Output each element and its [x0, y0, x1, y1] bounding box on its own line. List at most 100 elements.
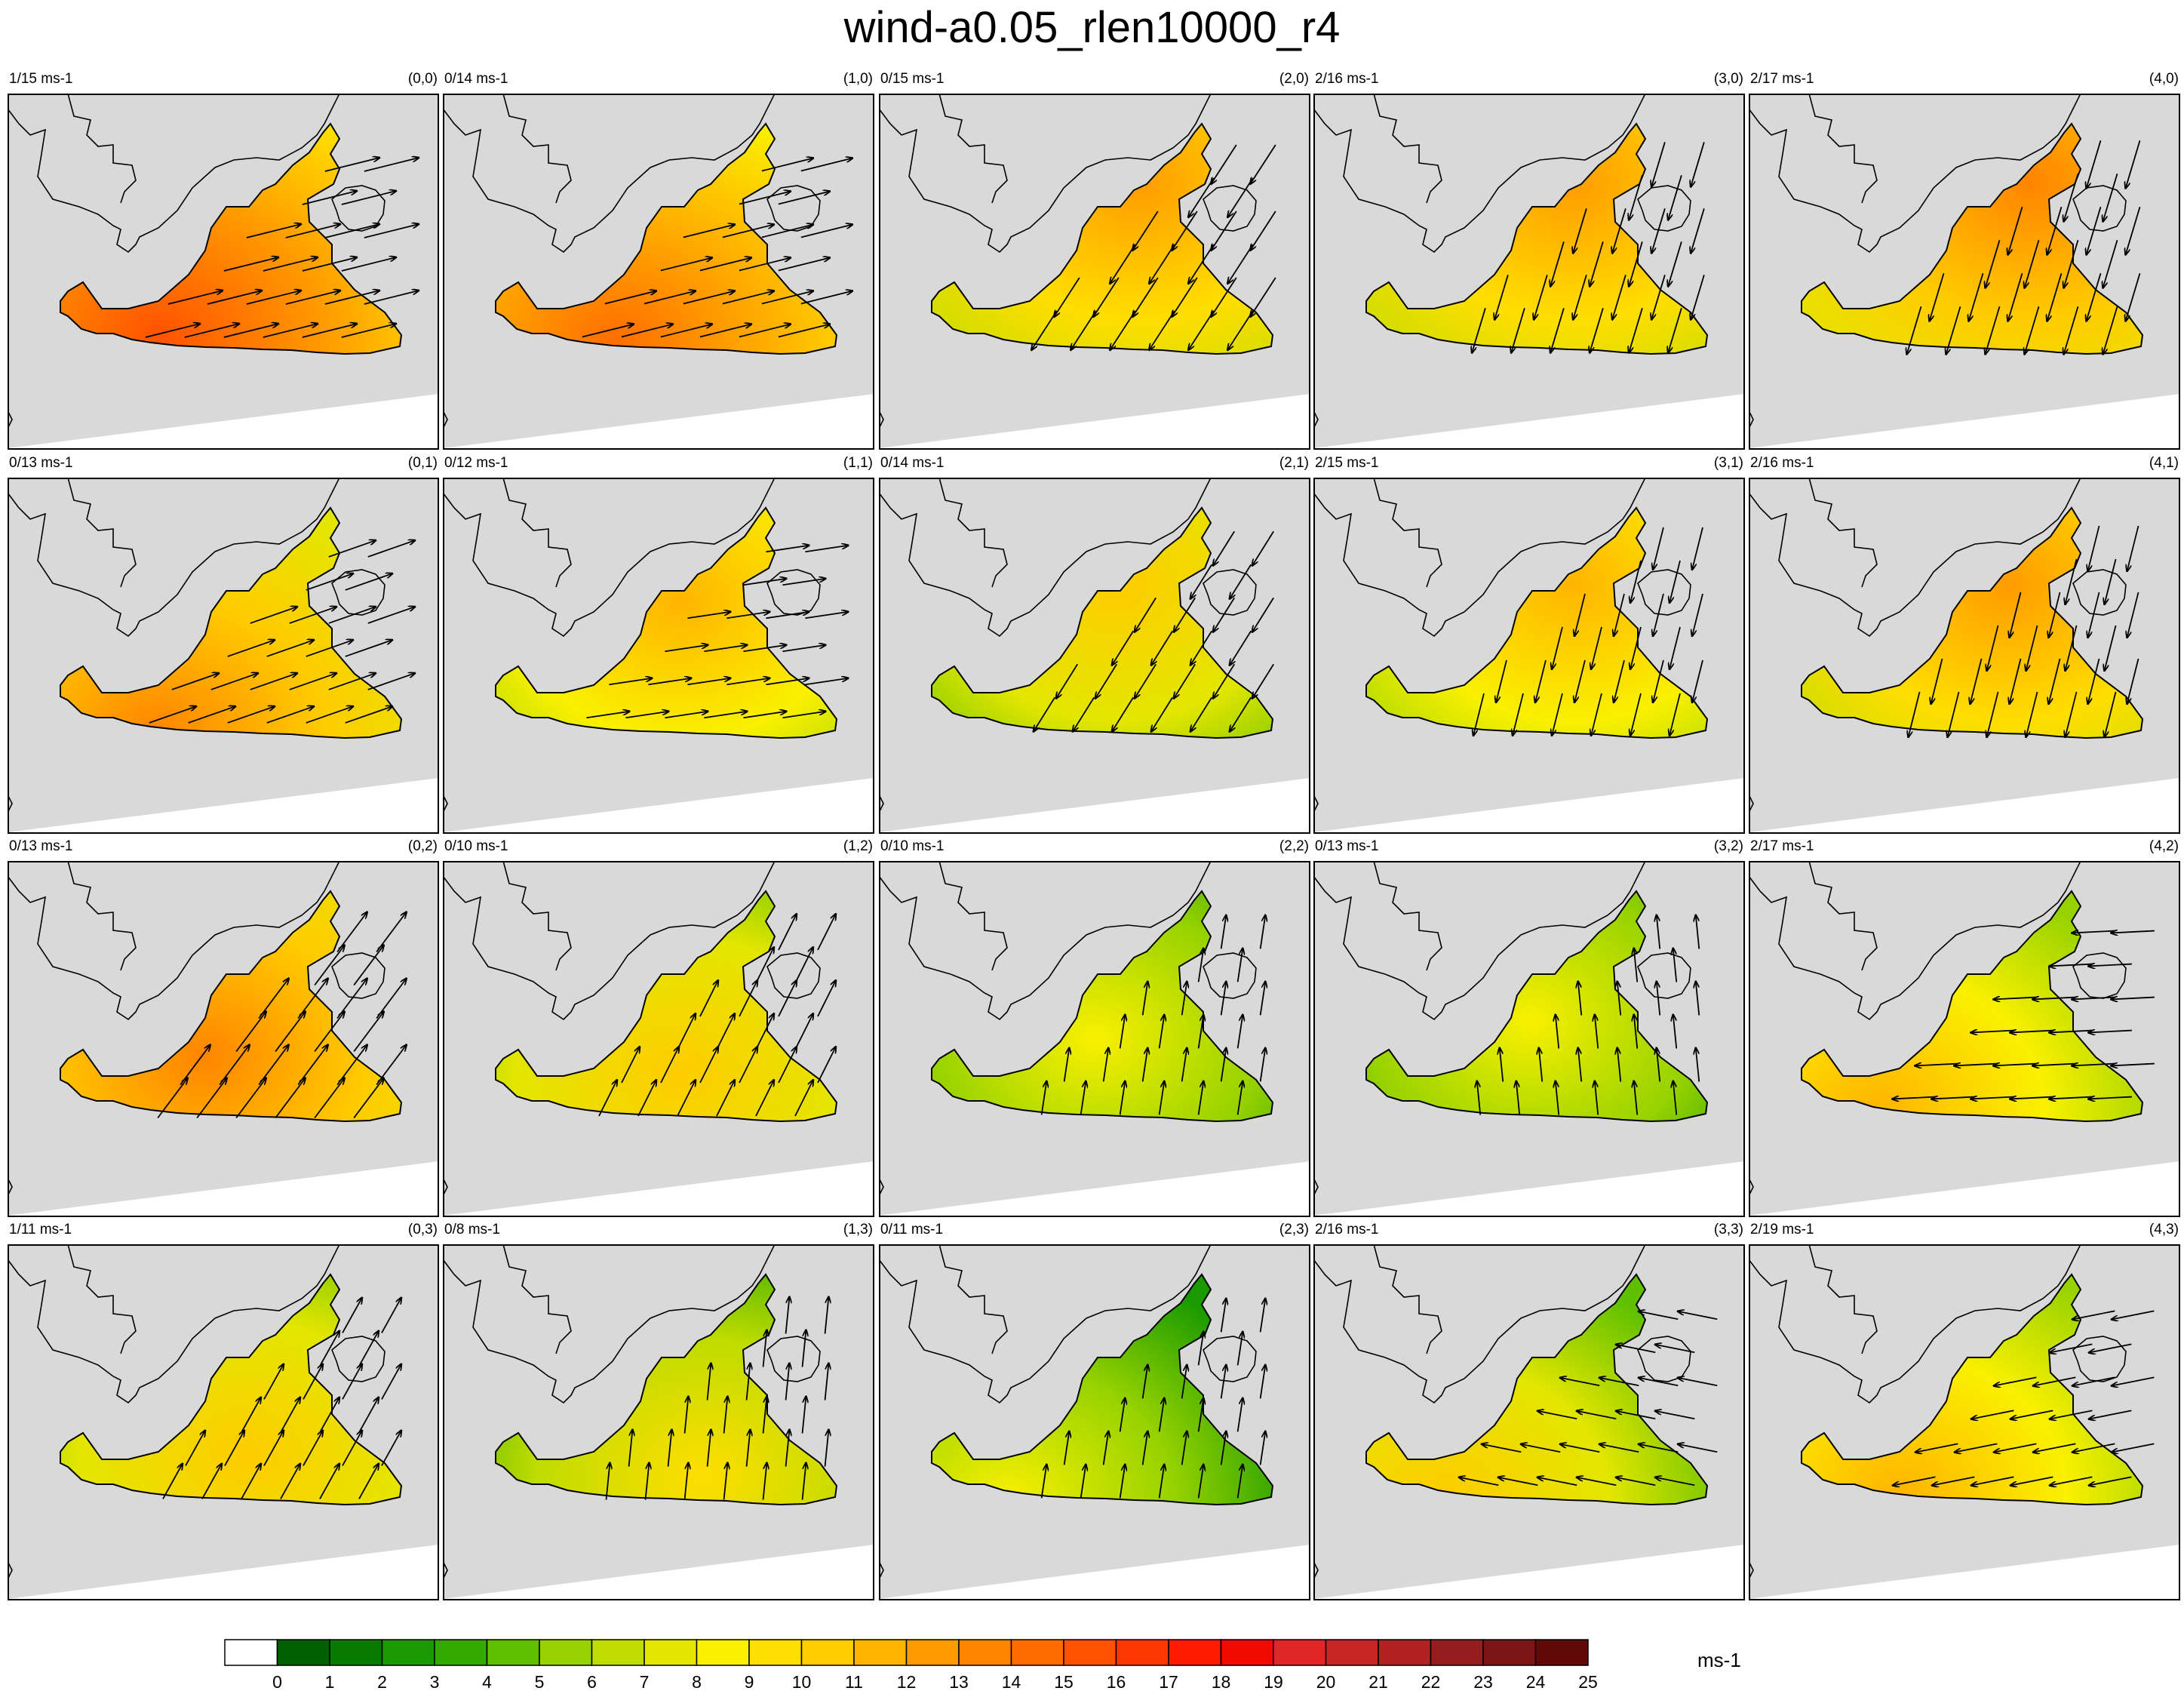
wind-vector	[805, 678, 848, 686]
panel-map	[1749, 1244, 2180, 1600]
wind-vector	[800, 224, 852, 238]
void-area	[1313, 778, 1745, 834]
wind-vector	[180, 1045, 210, 1086]
wind-vector	[1250, 144, 1276, 184]
map-panel: 0/13 ms-1 (3,2)	[1313, 838, 1745, 1217]
wind-vector	[263, 257, 318, 272]
colorbar-box	[958, 1639, 1012, 1666]
wind-vector	[687, 612, 730, 619]
colorbar-box	[1010, 1639, 1064, 1666]
wind-vector	[1213, 597, 1235, 632]
wind-vector	[1908, 691, 1921, 737]
wind-vector	[302, 191, 357, 205]
wind-vector	[1673, 948, 1678, 982]
wind-vector	[1197, 1465, 1204, 1499]
colorbar-tick-label: 2	[377, 1672, 387, 1692]
wind-vector	[1691, 208, 1705, 253]
colorbar-tick-label: 19	[1264, 1672, 1283, 1692]
wind-vector	[644, 1462, 650, 1500]
wind-vector	[628, 1429, 633, 1467]
coastline	[1808, 861, 1878, 971]
wind-vector	[2007, 207, 2023, 254]
void-area	[1749, 778, 2180, 834]
sea-outline	[1801, 1273, 2144, 1506]
colorbar-box	[1534, 1639, 1589, 1666]
wind-vector	[745, 1363, 751, 1400]
wind-vector	[1651, 142, 1666, 186]
wind-vector	[1211, 211, 1237, 251]
wind-vector	[1577, 1477, 1617, 1486]
wind-vector	[1063, 1431, 1070, 1465]
wind-vector	[1986, 691, 1999, 737]
wind-vector	[1498, 1477, 1538, 1486]
wind-vector	[303, 1364, 323, 1400]
wind-vector	[1188, 244, 1215, 284]
wind-vector	[2086, 140, 2102, 188]
wind-vector	[2087, 658, 2100, 704]
island-outline	[331, 185, 386, 232]
colorbar-tick-label: 7	[640, 1672, 650, 1692]
wind-vector	[2087, 592, 2100, 638]
void-area	[8, 394, 439, 450]
panel-map	[879, 94, 1310, 450]
coastline	[938, 94, 1008, 204]
panel-index-label: (3,3)	[1713, 1222, 1743, 1237]
wind-vector	[1630, 626, 1642, 669]
wind-vector	[743, 645, 786, 653]
map-panel: 0/10 ms-1 (1,2)	[443, 838, 874, 1217]
wind-vector	[1560, 1444, 1600, 1453]
wind-vector	[1971, 1410, 2014, 1419]
wind-vector	[280, 1464, 300, 1499]
wind-vector	[149, 706, 196, 724]
coastline	[1749, 861, 2081, 1021]
wind-vector	[1968, 273, 1984, 321]
island-outline	[331, 952, 386, 999]
colorbar-tick-label: 1	[325, 1672, 335, 1692]
sea-outline	[931, 890, 1274, 1123]
wind-vector	[367, 607, 415, 624]
wind-vector	[1590, 241, 1604, 286]
panel-frame	[8, 861, 439, 1217]
wind-vector	[1220, 1431, 1227, 1465]
wind-vector	[1629, 241, 1643, 286]
wind-vector	[683, 291, 735, 305]
wind-vector	[1954, 1064, 1998, 1066]
wind-vector	[1213, 663, 1235, 698]
panel-index-label: (4,2)	[2149, 838, 2179, 854]
panel-frame	[879, 1244, 1310, 1600]
wind-vector	[376, 912, 407, 953]
wind-vector	[1574, 659, 1586, 703]
wind-vector	[706, 1429, 711, 1467]
coastline	[502, 1244, 572, 1354]
wind-vector	[1119, 1015, 1126, 1049]
wind-vector	[677, 1013, 696, 1050]
wind-vector	[1655, 1477, 1695, 1486]
wind-vector	[1259, 982, 1266, 1016]
wind-vector	[188, 706, 235, 724]
panel-map	[1749, 94, 2180, 450]
wind-vector	[1236, 1465, 1243, 1499]
colorbar-tick-label: 13	[949, 1672, 969, 1692]
panel-frame	[1313, 478, 1745, 834]
wind-vector	[1692, 659, 1703, 703]
wind-vector	[1252, 597, 1274, 632]
wind-vector	[1985, 240, 2001, 287]
wind-vector	[302, 257, 357, 272]
wind-vector	[1986, 625, 1999, 671]
map-panel: 2/19 ms-1 (4,3)	[1749, 1222, 2180, 1600]
wind-vector	[1539, 1048, 1544, 1082]
wind-vector	[210, 673, 258, 690]
panel-range-label: 0/13 ms-1	[9, 455, 73, 471]
coastline	[502, 861, 572, 971]
wind-vector	[1190, 564, 1212, 598]
wind-vector	[660, 257, 712, 272]
wind-vector	[1172, 277, 1198, 317]
wind-vector	[2032, 998, 2076, 1000]
map-panel: 0/14 ms-1 (1,0)	[443, 71, 874, 450]
wind-vector	[699, 324, 751, 338]
colorbar-box	[1482, 1639, 1537, 1666]
sea-outline	[1801, 506, 2144, 739]
coastline	[67, 478, 137, 588]
wind-vector	[755, 947, 774, 984]
colorbar-box	[539, 1639, 593, 1666]
